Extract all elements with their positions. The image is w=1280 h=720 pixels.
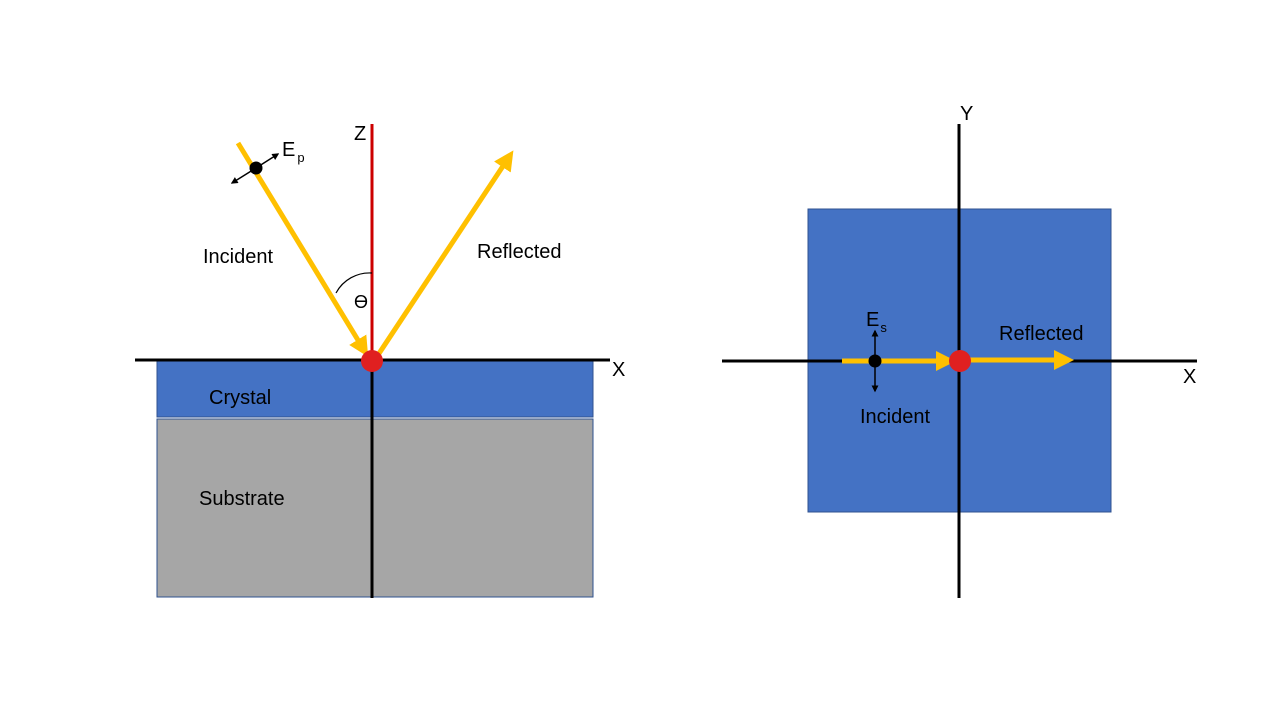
field-subscript: p xyxy=(297,150,304,165)
reflected-beam xyxy=(373,150,514,360)
crystal-label: Crystal xyxy=(209,387,271,409)
x-axis-label: X xyxy=(612,359,625,381)
reflected-label: Reflected xyxy=(477,241,562,263)
field-symbol: E xyxy=(866,309,879,331)
s-polarization-dot xyxy=(868,354,882,368)
incidence-spot xyxy=(949,350,971,372)
z-axis-label: Z xyxy=(354,123,366,145)
reflected-label: Reflected xyxy=(999,323,1084,345)
top-view: Y X Es Reflected Incident xyxy=(722,103,1197,598)
incident-beam xyxy=(235,141,369,357)
p-polarization-dot xyxy=(249,161,263,175)
y-axis-label: Y xyxy=(960,103,973,125)
angle-label: ϴ xyxy=(354,292,368,312)
incidence-spot xyxy=(361,350,383,372)
x-axis-label: X xyxy=(1183,366,1196,388)
angle-arc xyxy=(335,272,373,294)
field-label-s: Es xyxy=(866,309,887,335)
incident-label: Incident xyxy=(860,406,930,428)
substrate-label: Substrate xyxy=(199,488,285,510)
incident-label: Incident xyxy=(203,246,273,268)
field-symbol: E xyxy=(282,139,295,161)
substrate-layer xyxy=(156,418,594,598)
field-subscript: s xyxy=(880,320,887,335)
